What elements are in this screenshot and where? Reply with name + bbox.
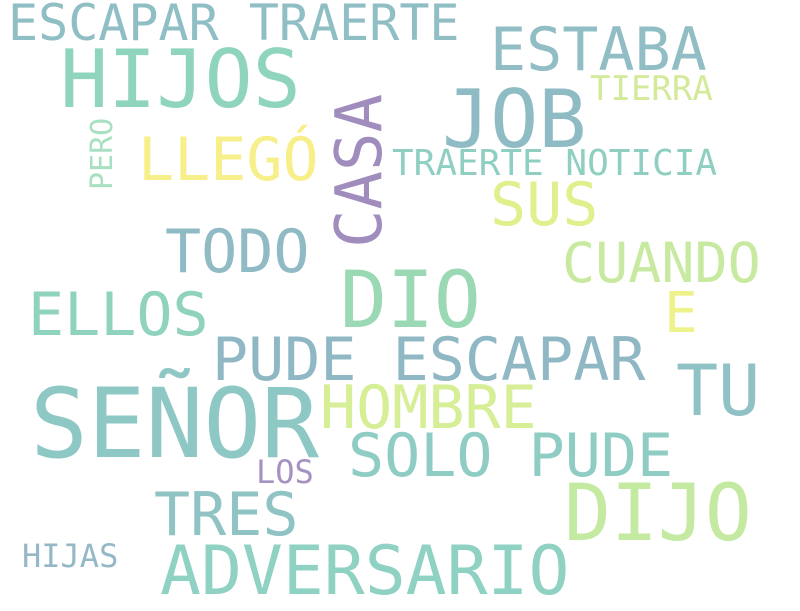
- word-dio: DIO: [340, 256, 481, 346]
- word-job: JOB: [442, 73, 587, 166]
- word-tres: TRES: [154, 480, 299, 550]
- word-tu: TU: [676, 350, 761, 432]
- word-hombre: HOMBRE: [320, 373, 537, 443]
- word-ellos: ELLOS: [28, 280, 209, 350]
- word-hijas: HIJAS: [22, 537, 119, 575]
- word-escapar-traerte: ESCAPAR TRAERTE: [8, 0, 460, 52]
- word-los: LOS: [256, 453, 314, 491]
- word-senor: SEÑOR: [30, 368, 319, 480]
- word-tierra: TIERRA: [590, 69, 713, 109]
- word-sus: SUS: [490, 170, 599, 240]
- word-dijo: DIJO: [564, 469, 752, 559]
- word-hijos: HIJOS: [60, 33, 301, 126]
- word-e: E: [664, 281, 698, 346]
- word-pero: PERO: [85, 117, 120, 190]
- word-todo: TODO: [165, 217, 310, 287]
- word-pude-escapar: PUDE ESCAPAR: [212, 325, 646, 395]
- word-llego: LLEGÓ: [138, 125, 319, 195]
- word-adversario: ADVERSARIO: [160, 532, 570, 611]
- word-solo-pude: SOLO PUDE: [348, 421, 674, 491]
- word-casa: CASA: [323, 93, 397, 248]
- word-cuando: CUANDO: [562, 231, 761, 295]
- word-estaba: ESTABA: [490, 15, 707, 85]
- word-traerte-noticia: TRAERTE NOTICIA: [392, 143, 718, 184]
